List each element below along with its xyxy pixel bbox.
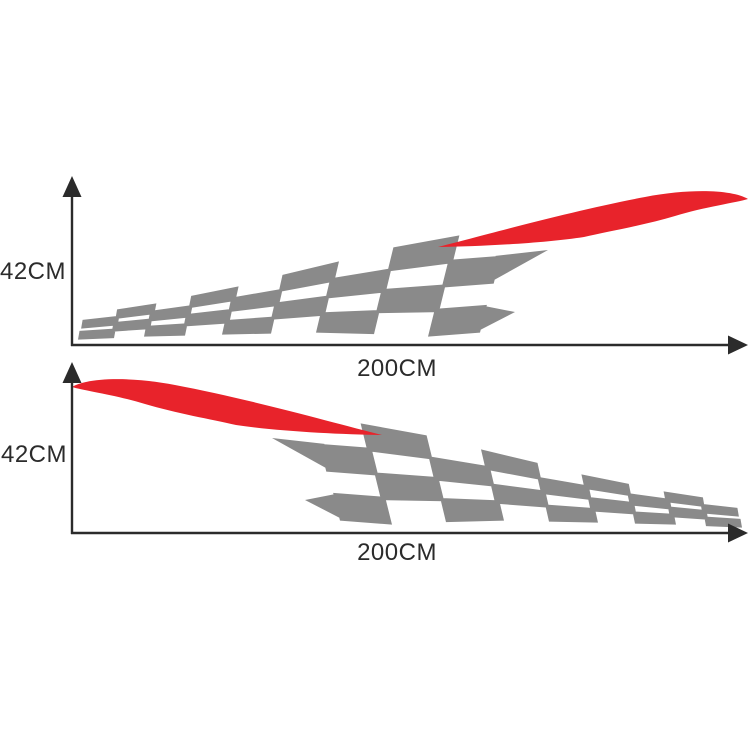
bottom-width-label: 200CM bbox=[357, 539, 437, 566]
top-y-axis-arrow-icon bbox=[62, 176, 82, 197]
bottom-height-label: 42CM bbox=[1, 441, 67, 468]
bottom-x-axis-arrow-icon bbox=[728, 523, 748, 543]
bottom-diagram: 42CM 200CM bbox=[1, 362, 748, 566]
top-height-label: 42CM bbox=[0, 258, 66, 285]
decal-artwork-left-facing bbox=[72, 379, 742, 528]
top-x-axis-arrow-icon bbox=[728, 335, 748, 355]
top-diagram: 42CM 200CM bbox=[0, 176, 748, 382]
top-width-label: 200CM bbox=[357, 355, 437, 382]
decal-artwork-right-facing bbox=[78, 191, 748, 340]
bottom-y-axis-arrow-icon bbox=[62, 362, 82, 383]
